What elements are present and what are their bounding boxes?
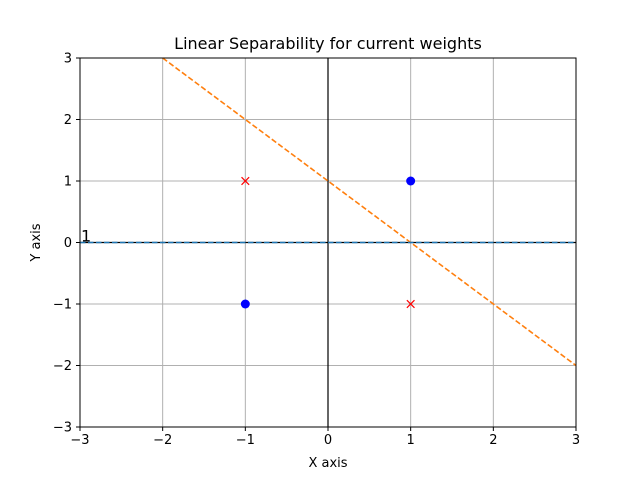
x-axis-title: X axis <box>308 456 347 471</box>
x-tick-label: 3 <box>572 433 580 448</box>
y-axis-title: Y axis <box>29 223 44 262</box>
chart-title: Linear Separability for current weights <box>174 34 482 53</box>
y-tick-label: −2 <box>53 359 72 374</box>
point-circle <box>406 176 416 186</box>
y-tick-label: 3 <box>64 52 72 67</box>
x-tick-label: 2 <box>489 433 497 448</box>
y-tick-label: 1 <box>64 175 72 190</box>
point-x-stroke <box>241 176 250 186</box>
x-tick-label: −2 <box>153 433 172 448</box>
y-tick-label: 0 <box>64 236 72 251</box>
point-x <box>406 299 415 309</box>
annotations: 1 <box>81 227 91 246</box>
decision-lines <box>80 57 577 367</box>
y-tick-label: 2 <box>64 113 72 128</box>
x-tick-label: 0 <box>324 433 332 448</box>
annotation-label: 1 <box>81 227 91 246</box>
y-tick-label: −1 <box>53 298 72 313</box>
x-tick-label: 1 <box>407 433 415 448</box>
x-tick-label: −1 <box>236 433 255 448</box>
data-points <box>240 176 416 309</box>
decision-line <box>162 57 577 367</box>
point-x-stroke <box>406 299 415 309</box>
x-tick-label: −3 <box>70 433 89 448</box>
point-circle <box>240 299 250 309</box>
point-x <box>241 176 250 186</box>
y-tick-label: −3 <box>53 421 72 436</box>
